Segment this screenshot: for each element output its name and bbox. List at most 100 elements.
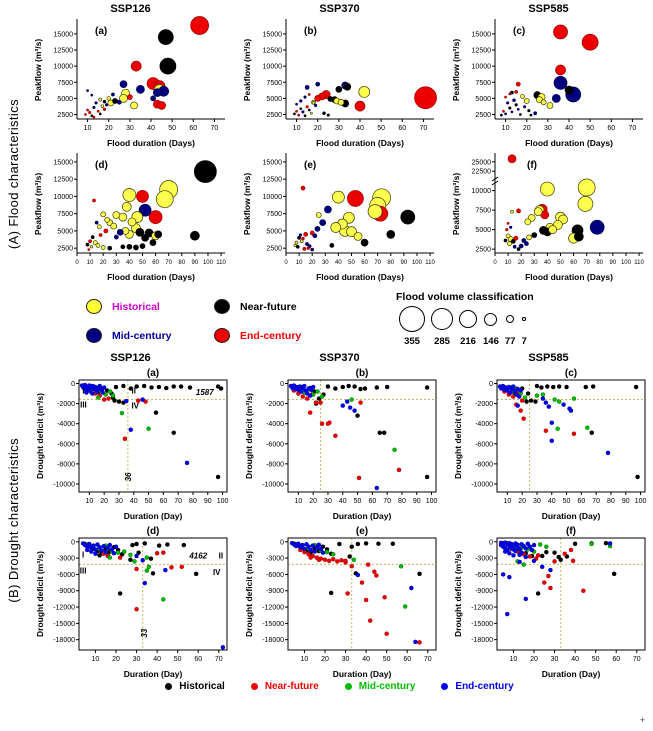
drought-row-1: 10 20 30 40 50 60 70 80 90 100 0 -2000 -4000 -6000 -80… xyxy=(26,364,653,522)
svg-text:70: 70 xyxy=(210,125,218,132)
svg-text:20: 20 xyxy=(313,125,321,132)
svg-text:20: 20 xyxy=(517,260,524,266)
svg-text:Peakflow (m³/s): Peakflow (m³/s) xyxy=(33,39,43,102)
svg-text:10: 10 xyxy=(83,125,91,132)
plot-flood-a: 10 20 30 40 50 60 70 2500 5000 7500 10000 12500 1500… xyxy=(33,16,225,148)
svg-text:70: 70 xyxy=(419,125,427,132)
svg-text:50: 50 xyxy=(377,125,385,132)
svg-text:60: 60 xyxy=(403,656,411,663)
svg-text:5000: 5000 xyxy=(475,227,491,234)
svg-text:(f): (f) xyxy=(566,526,576,537)
flood-volume-legend: Flood volume classification 355 285 216 146… xyxy=(396,291,616,347)
volume-value: 7 xyxy=(521,336,527,347)
svg-text:I: I xyxy=(81,551,83,560)
svg-text:20: 20 xyxy=(522,125,530,132)
section-flood: (A) Flood characteristics SSP126 SSP370 … xyxy=(0,0,653,349)
svg-text:80: 80 xyxy=(387,260,394,266)
svg-text:30: 30 xyxy=(550,656,558,663)
svg-text:-2000: -2000 xyxy=(57,401,75,408)
flood-volume-items: 355 285 216 146 77 7 xyxy=(396,304,616,347)
drought-column-headers: SSP126 SSP370 SSP585 xyxy=(26,352,653,364)
historical-label: Historical xyxy=(179,681,225,692)
legend-item-historical: Historical xyxy=(165,681,225,692)
svg-text:1587: 1587 xyxy=(195,388,213,397)
svg-text:-18000: -18000 xyxy=(471,637,493,644)
svg-text:10: 10 xyxy=(86,260,93,266)
svg-text:7500: 7500 xyxy=(266,211,282,218)
svg-text:Duration (Day): Duration (Day) xyxy=(332,669,391,679)
svg-text:60: 60 xyxy=(570,260,577,266)
svg-text:70: 70 xyxy=(583,260,590,266)
section-drought: (B) Drought characteristics SSP126 SSP37… xyxy=(0,349,653,692)
legend-item-end-century: End-century xyxy=(441,681,514,692)
plot-flood-d: 0 10 20 30 40 50 60 70 80 90 100 110 2500 5000 7500 100… xyxy=(33,153,226,282)
svg-text:-3000: -3000 xyxy=(57,556,75,563)
drought-row-2: 10 20 30 40 50 60 70 0 -3000 -6000 -9000 -12000 -150… xyxy=(26,522,653,680)
svg-text:50: 50 xyxy=(586,125,594,132)
svg-text:7500: 7500 xyxy=(475,80,491,87)
svg-text:60: 60 xyxy=(152,260,159,266)
volume-circle xyxy=(459,310,477,328)
volume-value: 77 xyxy=(504,336,516,347)
svg-text:-12000: -12000 xyxy=(471,605,493,612)
svg-text:-4000: -4000 xyxy=(57,421,75,428)
svg-text:2500: 2500 xyxy=(266,246,282,253)
svg-text:Peakflow (m³/s): Peakflow (m³/s) xyxy=(33,173,43,236)
svg-text:12500: 12500 xyxy=(53,48,73,55)
mid-century-dot xyxy=(86,328,102,343)
section-a-side-label-wrap: (A) Flood characteristics xyxy=(0,0,26,349)
volume-circle xyxy=(431,308,453,330)
svg-text:12500: 12500 xyxy=(53,177,73,184)
svg-text:20: 20 xyxy=(104,125,112,132)
volume-class-item: 285 xyxy=(428,304,456,347)
svg-text:(f): (f) xyxy=(527,160,537,171)
svg-text:10000: 10000 xyxy=(53,64,73,71)
chart-drought-d: 10 20 30 40 50 60 70 0 -3000 -6000 -9000 -12000 -150… xyxy=(26,522,235,680)
svg-text:30: 30 xyxy=(125,125,133,132)
svg-text:20: 20 xyxy=(100,498,108,505)
section-b-side-label-wrap: (B) Drought characteristics xyxy=(0,349,26,692)
svg-text:Drought deficit (m³/s): Drought deficit (m³/s) xyxy=(35,393,45,479)
svg-text:0: 0 xyxy=(280,539,284,546)
svg-text:110: 110 xyxy=(425,260,435,266)
svg-text:110: 110 xyxy=(216,260,226,266)
svg-text:0: 0 xyxy=(284,260,288,266)
svg-text:-6000: -6000 xyxy=(57,441,75,448)
svg-text:5000: 5000 xyxy=(475,96,491,103)
svg-text:40: 40 xyxy=(544,260,551,266)
svg-text:(d): (d) xyxy=(146,526,159,537)
plot-drought-f: 10 20 30 40 50 60 70 0 -3000 -6000 -9000 -12000 -150… xyxy=(453,526,645,679)
svg-text:30: 30 xyxy=(530,260,537,266)
svg-text:80: 80 xyxy=(178,260,185,266)
historical-dot xyxy=(165,683,173,690)
chart-flood-b: 10 20 30 40 50 60 70 2500 5000 7500 10000 12500 1500… xyxy=(235,15,444,149)
svg-text:Peakflow (m³/s): Peakflow (m³/s) xyxy=(242,39,252,102)
volume-class-item: 7 xyxy=(518,304,529,347)
legend-item-near-future: Near-future xyxy=(250,681,319,692)
svg-text:10: 10 xyxy=(300,656,308,663)
footnote-mark: + xyxy=(639,715,645,725)
svg-text:100: 100 xyxy=(634,498,646,505)
svg-text:(c): (c) xyxy=(513,26,525,37)
svg-text:-6000: -6000 xyxy=(266,441,284,448)
svg-text:40: 40 xyxy=(356,125,364,132)
svg-text:-2000: -2000 xyxy=(266,401,284,408)
svg-text:Drought deficit (m³/s): Drought deficit (m³/s) xyxy=(35,551,45,637)
svg-text:-3000: -3000 xyxy=(475,556,493,563)
svg-text:36: 36 xyxy=(123,472,132,481)
volume-circle xyxy=(506,315,515,323)
svg-text:90: 90 xyxy=(400,260,407,266)
svg-text:50: 50 xyxy=(353,498,361,505)
svg-text:Duration (Day): Duration (Day) xyxy=(541,669,600,679)
svg-text:III: III xyxy=(80,401,87,410)
svg-text:-15000: -15000 xyxy=(471,621,493,628)
svg-text:50: 50 xyxy=(173,656,181,663)
svg-text:12500: 12500 xyxy=(471,48,491,55)
svg-text:30: 30 xyxy=(543,125,551,132)
svg-text:15000: 15000 xyxy=(262,159,282,166)
flood-row-2: 0 10 20 30 40 50 60 70 80 90 100 110 2500 5000 7500 100… xyxy=(26,149,653,283)
svg-text:50: 50 xyxy=(591,656,599,663)
end-century-label: End-century xyxy=(240,329,302,342)
svg-text:33: 33 xyxy=(139,628,148,637)
